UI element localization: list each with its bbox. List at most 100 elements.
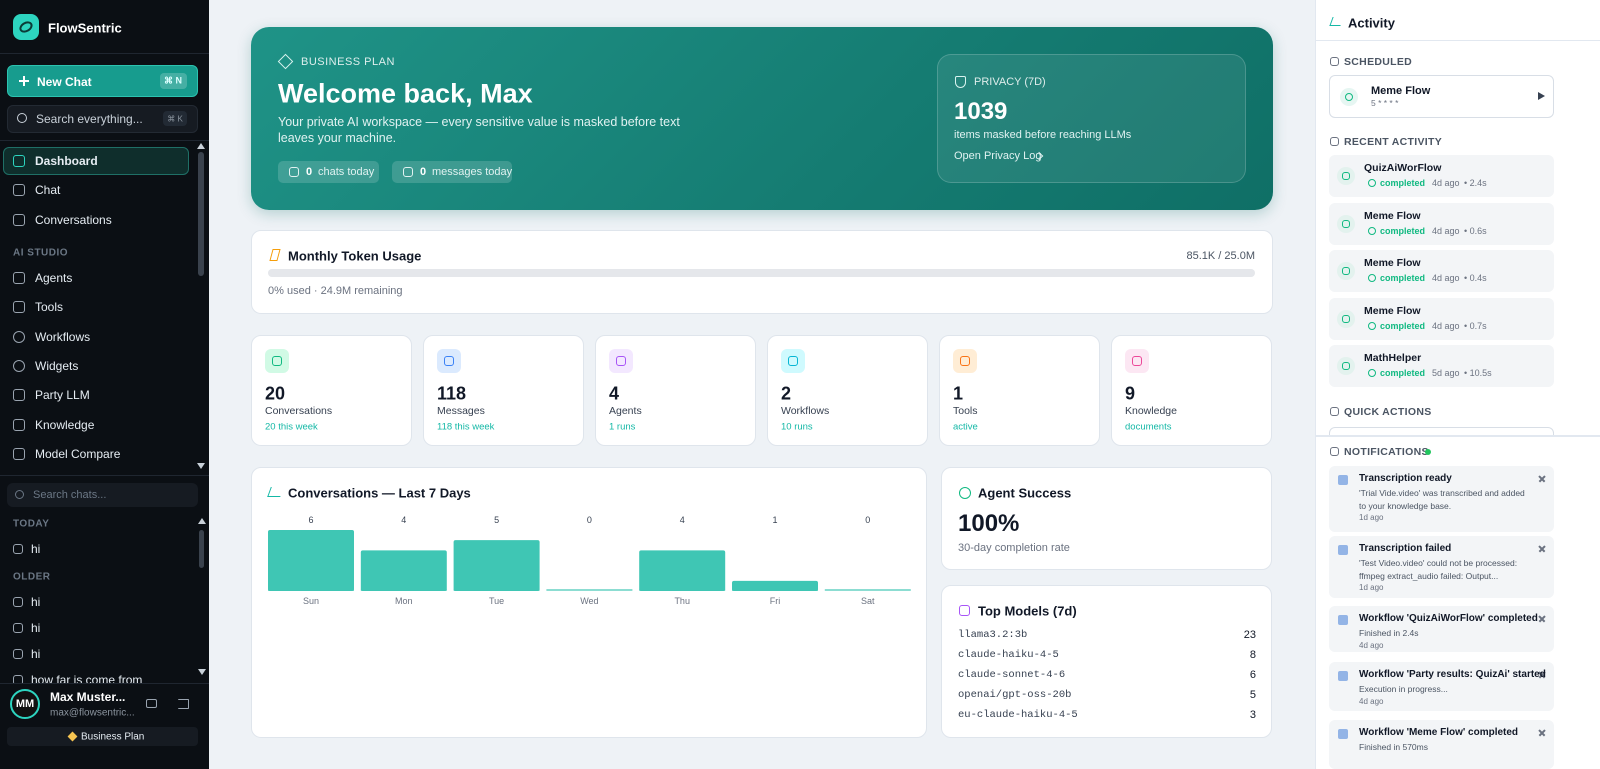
hero-description: Your private AI workspace — every sensit… (278, 115, 680, 145)
nav-item[interactable]: Model Compare (35, 447, 121, 461)
nav-item[interactable]: Knowledge (35, 418, 95, 432)
bar (453, 540, 540, 591)
icon (1342, 172, 1350, 180)
chart-title: Conversations — Last 7 Days (288, 485, 471, 501)
activity-time: 4d ago (1432, 226, 1460, 236)
x-tick-label: Sat (861, 596, 875, 606)
activity-duration: • 0.7s (1464, 321, 1487, 331)
notification-content: Workflow 'QuizAiWorFlow' completed Finish… (1359, 612, 1538, 652)
activity-status: completed (1380, 368, 1426, 378)
stat-pill (392, 161, 512, 183)
hero-title: Welcome back, Max (278, 78, 533, 109)
notification-body: 'Test Video.video' could not be processe… (1359, 558, 1518, 581)
icon (616, 356, 626, 366)
section-title: QUICK ACTIONS (1344, 406, 1432, 418)
scrollbar (198, 152, 204, 276)
x-tick-label: Mon (395, 596, 413, 606)
history-item[interactable]: hi (31, 542, 41, 556)
icon-button[interactable] (146, 699, 157, 708)
privacy-link[interactable]: Open Privacy Log (954, 150, 1042, 162)
activity-item[interactable] (1329, 203, 1554, 245)
icon-button[interactable] (178, 699, 189, 709)
agent-title: Agent Success (978, 485, 1072, 501)
icon (1342, 220, 1350, 228)
nav-item[interactable]: Party LLM (35, 388, 90, 402)
search-placeholder: Search everything... (36, 112, 143, 126)
pill-value: 0 (420, 166, 427, 178)
play-icon (1538, 92, 1545, 100)
history-item[interactable]: hi (31, 647, 41, 661)
pill-value: 0 (306, 166, 313, 178)
icon (1342, 267, 1350, 275)
nav-item[interactable]: Agents (35, 271, 73, 285)
history-item[interactable]: hi (31, 621, 41, 635)
divider (0, 140, 209, 141)
chart-card (251, 467, 927, 738)
icon (15, 490, 24, 499)
nav-item[interactable]: Chat (35, 183, 61, 197)
plan-button[interactable] (7, 727, 198, 746)
notification-body: 'Trial Vide.video' was transcribed and a… (1359, 488, 1525, 511)
icon (13, 272, 25, 284)
notification[interactable] (1329, 606, 1554, 652)
activity-status: completed (1380, 178, 1426, 188)
activity-item[interactable] (1329, 250, 1554, 292)
notification[interactable] (1329, 536, 1554, 598)
icon (13, 544, 23, 554)
bar-track (824, 589, 911, 591)
status-dot (1425, 449, 1431, 455)
scheduled-card[interactable] (1329, 75, 1554, 118)
stat-label: Knowledge (1125, 405, 1177, 417)
stat-sub: documents (1125, 421, 1172, 433)
section-title: SCHEDULED (1344, 56, 1413, 68)
chat-search[interactable] (7, 483, 198, 507)
notification-icon (1338, 475, 1348, 485)
notification[interactable] (1329, 466, 1554, 532)
model-count: 3 (1249, 709, 1256, 721)
stat-value: 118 (437, 383, 467, 404)
activity-item[interactable] (1329, 298, 1554, 340)
icon (403, 167, 413, 177)
section-title: NOTIFICATIONS (1344, 446, 1429, 458)
icon (788, 356, 798, 366)
activity-name: Meme Flow (1364, 257, 1421, 269)
history-group: OLDER (13, 571, 51, 583)
notification-title: Workflow 'QuizAiWorFlow' completed (1359, 613, 1538, 624)
activity-time: 4d ago (1432, 321, 1460, 331)
icon (1342, 315, 1350, 323)
hero (251, 27, 1273, 210)
nav-item[interactable]: Dashboard (35, 154, 98, 168)
notification[interactable] (1329, 720, 1554, 769)
activity-item[interactable] (1329, 345, 1554, 387)
section-title: RECENT ACTIVITY (1344, 136, 1443, 148)
icon (13, 301, 25, 313)
icon (13, 649, 23, 659)
nav-item[interactable]: Conversations (35, 213, 112, 227)
divider (1315, 40, 1600, 41)
stat-sub: 118 this week (437, 421, 495, 433)
notification[interactable] (1329, 662, 1554, 711)
scroll-up (197, 143, 205, 149)
privacy-value: 1039 (954, 98, 1008, 125)
model-name: claude-sonnet-4-6 (958, 669, 1066, 681)
model-count: 23 (1243, 629, 1256, 641)
icon (13, 448, 25, 460)
x-tick-label: Sun (303, 596, 319, 606)
stat-icon (437, 349, 461, 373)
stat-value: 1 (953, 383, 964, 404)
bar (732, 580, 818, 591)
value-label: 0 (865, 515, 870, 525)
nav-item[interactable]: Workflows (35, 330, 91, 344)
agent-value: 100% (958, 510, 1020, 537)
icon (13, 389, 25, 401)
history-item[interactable]: hi (31, 595, 41, 609)
icon (289, 167, 299, 177)
nav-item[interactable]: Tools (35, 300, 64, 314)
new-chat-button[interactable] (7, 65, 198, 97)
activity-duration: • 10.5s (1464, 368, 1492, 378)
value-label: 6 (308, 515, 313, 525)
scroll-up (198, 518, 206, 524)
activity-item[interactable] (1329, 155, 1554, 197)
notification-body: Finished in 570ms (1359, 742, 1428, 752)
nav-item[interactable]: Widgets (35, 359, 79, 373)
